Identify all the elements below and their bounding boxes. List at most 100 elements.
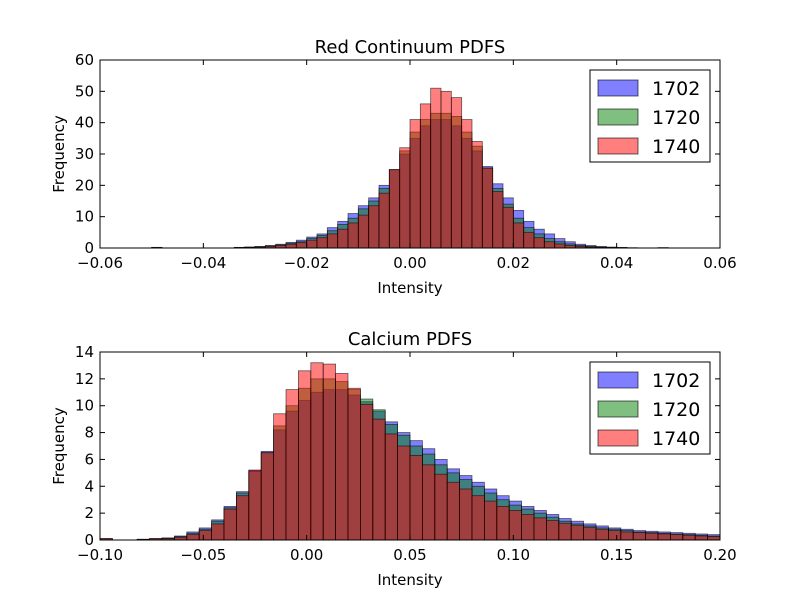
y-tick-label: 20: [75, 176, 94, 194]
y-tick-label: 0: [84, 531, 94, 549]
chart-2: Calcium PDFS −0.10 −0.05 0.00 0.05 0.10 0.15 0.…: [50, 329, 737, 589]
bar-1740-36: [546, 520, 560, 541]
x-axis-label: Intensity: [377, 279, 442, 297]
bar-1740-26: [419, 103, 432, 249]
bar-1740-23: [388, 169, 401, 249]
y-tick-label: 2: [84, 504, 94, 522]
bar-1740-34: [521, 514, 535, 541]
legend-label: 1720: [652, 107, 700, 129]
bar-1740-43: [632, 532, 647, 541]
bar-1740-13: [260, 452, 275, 541]
bar-1740-40: [595, 528, 609, 541]
y-tick-label: 10: [75, 397, 94, 415]
bar-1740-20: [347, 387, 361, 541]
bar-1740-28: [440, 90, 452, 249]
bar-1740-38: [543, 241, 556, 249]
bar-1740-22: [372, 418, 386, 541]
bar-1740-19: [347, 222, 359, 249]
bar-1740-46: [670, 534, 684, 541]
bar-1740-30: [461, 119, 473, 249]
bar-1740-39: [554, 243, 566, 249]
bar-1740-39: [583, 526, 597, 541]
legend-swatch-1740: [597, 137, 639, 155]
bar-1740-38: [570, 524, 585, 541]
bar-1740-17: [310, 362, 324, 541]
bar-1740-24: [397, 445, 411, 541]
bar-1740-47: [682, 534, 696, 541]
bar-1740-30: [471, 495, 485, 541]
bar-1740-26: [421, 464, 436, 541]
bar-1740-49: [707, 536, 721, 541]
bar-1740-15: [285, 389, 299, 541]
bar-1740-27: [430, 87, 442, 249]
bar-1740-33: [492, 191, 504, 249]
bar-1740-42: [620, 531, 634, 541]
bar-1740-32: [496, 506, 510, 541]
x-tick-label: 0.02: [497, 254, 530, 272]
bar-1740-20: [357, 214, 370, 249]
y-tick-label: 40: [75, 114, 94, 132]
bar-1740-37: [558, 522, 572, 541]
x-tick-label: 0.04: [600, 254, 633, 272]
x-axis-label: Intensity: [377, 571, 442, 589]
legend-swatch-1702: [597, 371, 639, 389]
bar-1740-34: [502, 206, 514, 249]
bar-1740-24: [399, 147, 411, 249]
y-tick-label: 8: [84, 424, 94, 442]
bar-1740-27: [434, 473, 448, 541]
bar-1740-29: [450, 97, 463, 249]
bar-1740-16: [316, 237, 328, 249]
bar-1740-7: [186, 534, 200, 541]
bar-1740-37: [533, 237, 545, 249]
y-tick-label: 4: [84, 477, 94, 495]
chart-title: Calcium PDFS: [348, 329, 472, 350]
legend-label: 1740: [652, 428, 700, 450]
y-tick-label: 60: [75, 51, 94, 69]
bar-1740-18: [337, 228, 349, 249]
legend-swatch-1740: [597, 429, 639, 447]
legend-label: 1702: [652, 78, 700, 100]
bar-1740-35: [533, 517, 547, 541]
bar-1740-44: [645, 532, 659, 541]
bar-1740-32: [481, 167, 494, 249]
y-axis-label: Frequency: [50, 115, 68, 193]
bar-1740-36: [523, 231, 535, 249]
bar-1740-9: [211, 523, 225, 541]
y-tick-label: 0: [84, 239, 94, 257]
bar-1740-19: [335, 373, 349, 541]
bar-1740-48: [694, 535, 709, 541]
bar-1740-41: [608, 530, 622, 541]
bar-1740-17: [326, 233, 339, 249]
bar-1740-15: [306, 239, 318, 249]
bar-1740-33: [508, 510, 523, 541]
legend-label: 1720: [652, 399, 700, 421]
bar-1740-14: [295, 242, 308, 249]
bar-1740-25: [409, 119, 421, 249]
bar-1740-10: [223, 508, 237, 541]
chart-1: Red Continuum PDFS −0.06 −0.04 −0.02 0.00 0.0…: [50, 37, 737, 297]
x-tick-label: 0.20: [703, 546, 736, 564]
bar-1740-45: [657, 533, 671, 541]
x-tick-label: −0.05: [180, 546, 226, 564]
x-tick-label: −0.04: [180, 254, 226, 272]
bar-1740-16: [297, 370, 312, 541]
bar-1740-28: [446, 481, 461, 541]
x-tick-label: 0.00: [290, 546, 323, 564]
bar-1740-14: [273, 413, 287, 541]
bar-1740-31: [483, 500, 498, 541]
bar-1740-29: [459, 488, 473, 541]
bar-1740-18: [322, 363, 337, 541]
legend-swatch-1702: [597, 79, 639, 97]
x-tick-label: −0.10: [77, 546, 123, 564]
y-tick-label: 50: [75, 82, 94, 100]
x-tick-label: 0.10: [497, 546, 530, 564]
bar-1740-35: [512, 222, 525, 249]
bar-1740-25: [409, 454, 423, 541]
y-tick-label: 12: [75, 370, 94, 388]
bar-1740-21: [359, 403, 374, 541]
x-tick-label: 0.15: [600, 546, 633, 564]
x-tick-label: 0.06: [703, 254, 736, 272]
bar-1740-8: [198, 530, 212, 541]
y-tick-label: 10: [75, 208, 94, 226]
y-tick-label: 14: [75, 343, 94, 361]
